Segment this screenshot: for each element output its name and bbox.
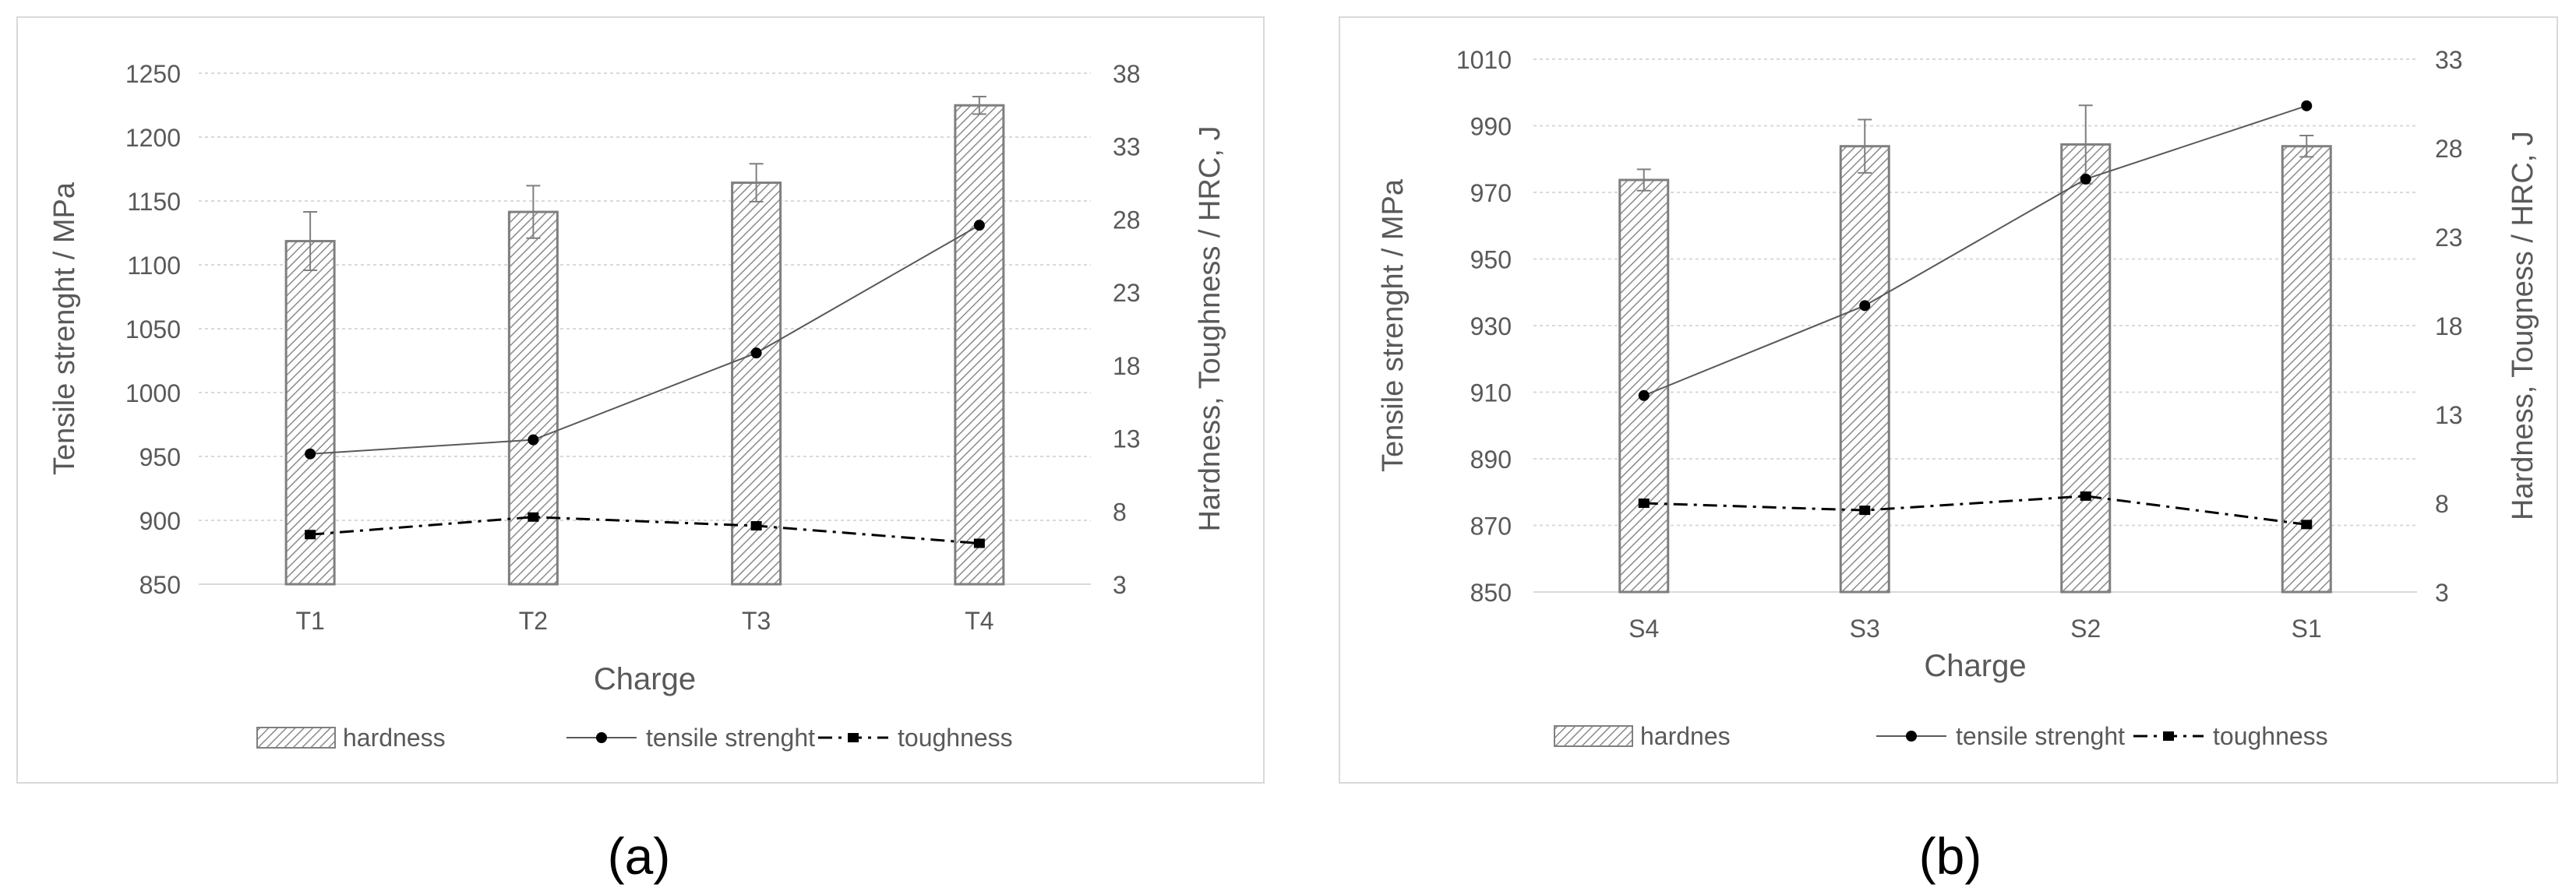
chart-b-legend-marker — [1906, 731, 1917, 742]
chart-b-ytick-left: 930 — [1470, 312, 1512, 340]
chart-a-line-toughness — [310, 516, 979, 545]
chart-b-ytick-left: 870 — [1470, 513, 1512, 541]
chart-a-frame — [16, 16, 1265, 784]
chart-b-ytick-left: 1010 — [1456, 46, 1512, 74]
panel-a: 8509009501000105011001150120012503813182… — [16, 16, 1265, 885]
chart-a-point-tensile-strenght — [528, 434, 539, 446]
chart-a-ytick-left: 950 — [139, 443, 181, 471]
chart-a-plot: 8509009501000105011001150120012503813182… — [48, 60, 1226, 752]
chart-b-xlabel: Charge — [1924, 649, 2026, 683]
chart-b-legend-label: hardnes — [1640, 722, 1731, 750]
chart-b-ytick-left: 990 — [1470, 113, 1512, 141]
chart-a-xtick: T2 — [519, 607, 548, 635]
chart-b-plot: 850 870 890 910 930 950 970 990 1010 3 8 13 18 23 28 33… — [1377, 46, 2539, 750]
chart-a-ytick-right: 18 — [1113, 352, 1141, 380]
chart-b-ytick-left: 970 — [1470, 179, 1512, 207]
chart-a-ytick-left: 1000 — [125, 379, 181, 407]
chart-a-xtick: T3 — [742, 607, 771, 635]
chart-a-xlabel: Charge — [594, 662, 696, 696]
chart-b-point-toughness — [2301, 520, 2313, 530]
chart-a-ytick-left: 850 — [139, 571, 181, 599]
chart-a-legend-label: tensile strenght — [646, 724, 815, 752]
chart-a-ytick-right: 23 — [1113, 279, 1141, 307]
chart-b-ytick-right: 28 — [2435, 135, 2463, 163]
chart-b-ytick-right: 8 — [2435, 490, 2449, 518]
chart-a-point-toughness — [528, 512, 539, 522]
panel-a-label: (a) — [608, 827, 671, 885]
chart-b-xtick: S2 — [2070, 615, 2101, 643]
chart-a-bar-T3 — [731, 181, 782, 586]
chart-a-ytick-left: 1100 — [127, 252, 181, 280]
chart-b-point-tensile-strenght — [1638, 389, 1650, 401]
chart-a-legend-label: hardness — [343, 724, 446, 752]
chart-a-ytick-right: 38 — [1113, 60, 1141, 88]
chart-b-legend-swatch-bar — [1554, 725, 1633, 747]
chart-b-point-tensile-strenght — [1859, 300, 1871, 312]
panel-b: 850 870 890 910 930 950 970 990 1010 3 8 13 18 23 28 33… — [1339, 16, 2558, 885]
chart-b-ytick-right: 33 — [2435, 46, 2463, 74]
chart-b-ytick-left: 950 — [1470, 246, 1512, 274]
chart-a-point-toughness — [750, 521, 762, 531]
chart-b-point-tensile-strenght — [2080, 173, 2091, 185]
chart-a-ylabel-right: Hardness, Toughness / HRC, J — [1194, 126, 1226, 532]
chart-b-frame — [1339, 16, 2558, 784]
chart-a-line-tensile-strenght — [310, 224, 980, 455]
chart-a-ylabel-left: Tensile strenght / MPa — [48, 181, 81, 475]
chart-a-point-tensile-strenght — [750, 347, 762, 359]
chart-a-ytick-right: 8 — [1113, 498, 1127, 526]
chart-b-line-tensile-strenght — [1643, 104, 2307, 396]
chart-b-ytick-right: 23 — [2435, 224, 2463, 252]
chart-a-ytick-left: 1200 — [125, 124, 181, 152]
chart-a-ytick-left: 1050 — [125, 315, 181, 344]
chart-b-ytick-right: 13 — [2435, 401, 2463, 429]
chart-b-legend-marker — [2163, 731, 2174, 741]
chart-b-xtick: S4 — [1629, 615, 1659, 643]
chart-a-ytick-right: 28 — [1113, 206, 1141, 234]
chart-a-ytick-left: 1250 — [125, 60, 181, 88]
chart-b-bar-S2 — [2060, 143, 2112, 594]
chart-a-point-toughness — [305, 530, 316, 540]
chart-b-ytick-left: 910 — [1470, 379, 1512, 407]
chart-b-ytick-right: 18 — [2435, 312, 2463, 340]
chart-a-legend-swatch-bar — [256, 727, 336, 749]
chart-a-point-toughness — [973, 538, 985, 548]
chart-a-point-tensile-strenght — [305, 448, 316, 460]
chart-a-ytick-right: 13 — [1113, 425, 1141, 453]
chart-b-point-toughness — [1638, 499, 1650, 508]
chart-b-ylabel-right: Hardness, Tougness / HRC, J — [2507, 131, 2539, 520]
chart-b-bar-S3 — [1839, 145, 1890, 594]
chart-b-line-toughness — [1643, 495, 2307, 526]
chart-a-xtick: T1 — [295, 607, 324, 635]
chart-b-point-tensile-strenght — [2301, 100, 2313, 111]
chart-b-bar-S1 — [2281, 145, 2332, 594]
chart-a-xtick: T4 — [965, 607, 993, 635]
chart-b-xtick: S3 — [1850, 615, 1880, 643]
chart-b-ylabel-left: Tensile strenght / MPa — [1377, 178, 1410, 472]
chart-b-legend-label: toughness — [2213, 722, 2328, 750]
chart-b-bar-S4 — [1618, 178, 1670, 594]
chart-b-ytick-left: 890 — [1470, 446, 1512, 474]
chart-b-point-toughness — [2080, 491, 2091, 501]
chart-b-ytick-right: 3 — [2435, 579, 2449, 607]
chart-a-bar-T1 — [284, 240, 336, 586]
chart-b-xtick: S1 — [2292, 615, 2322, 643]
panel-b-label: (b) — [1919, 827, 1982, 885]
chart-a-legend-marker — [848, 733, 859, 742]
chart-b-legend-label: tensile strenght — [1956, 722, 2125, 750]
chart-a-legend-label: toughness — [898, 724, 1013, 752]
chart-a-ytick-left: 1150 — [127, 188, 181, 216]
chart-b-point-toughness — [1859, 506, 1871, 516]
chart-a-point-tensile-strenght — [973, 220, 985, 231]
chart-a-bar-T4 — [954, 104, 1005, 586]
chart-a-bar-T2 — [507, 210, 559, 586]
chart-a-ytick-left: 900 — [139, 507, 181, 535]
chart-a-ytick-right: 33 — [1113, 133, 1141, 161]
chart-b-ytick-left: 850 — [1470, 579, 1512, 607]
chart-a-legend-marker — [596, 732, 607, 743]
chart-a-ytick-right: 3 — [1113, 571, 1127, 599]
